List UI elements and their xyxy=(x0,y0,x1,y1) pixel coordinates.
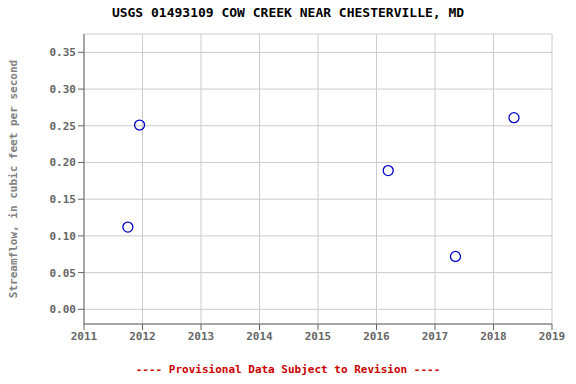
svg-text:0.15: 0.15 xyxy=(50,193,77,206)
svg-text:2016: 2016 xyxy=(363,330,390,343)
svg-text:2019: 2019 xyxy=(539,330,566,343)
svg-text:2011: 2011 xyxy=(71,330,98,343)
svg-text:2015: 2015 xyxy=(305,330,332,343)
svg-text:2013: 2013 xyxy=(188,330,215,343)
svg-text:0.05: 0.05 xyxy=(50,267,77,280)
svg-text:0.25: 0.25 xyxy=(50,120,77,133)
svg-text:0.10: 0.10 xyxy=(50,230,77,243)
svg-text:Streamflow, in cubic feet per: Streamflow, in cubic feet per second xyxy=(8,60,20,298)
svg-text:0.20: 0.20 xyxy=(50,156,77,169)
svg-text:0.00: 0.00 xyxy=(50,303,77,316)
html-text:---- Provisional Data Subject: ---- Provisional Data Subject to Revisio… xyxy=(135,363,441,376)
svg-text:2018: 2018 xyxy=(480,330,507,343)
svg-text:2017: 2017 xyxy=(422,330,449,343)
svg-text:2014: 2014 xyxy=(246,330,273,343)
html-text:USGS 01493109 COW CREEK NEAR C: USGS 01493109 COW CREEK NEAR CHESTERVILL… xyxy=(111,5,465,20)
svg-text:0.35: 0.35 xyxy=(50,46,77,59)
svg-text:0.30: 0.30 xyxy=(50,83,77,96)
svg-text:2012: 2012 xyxy=(129,330,156,343)
